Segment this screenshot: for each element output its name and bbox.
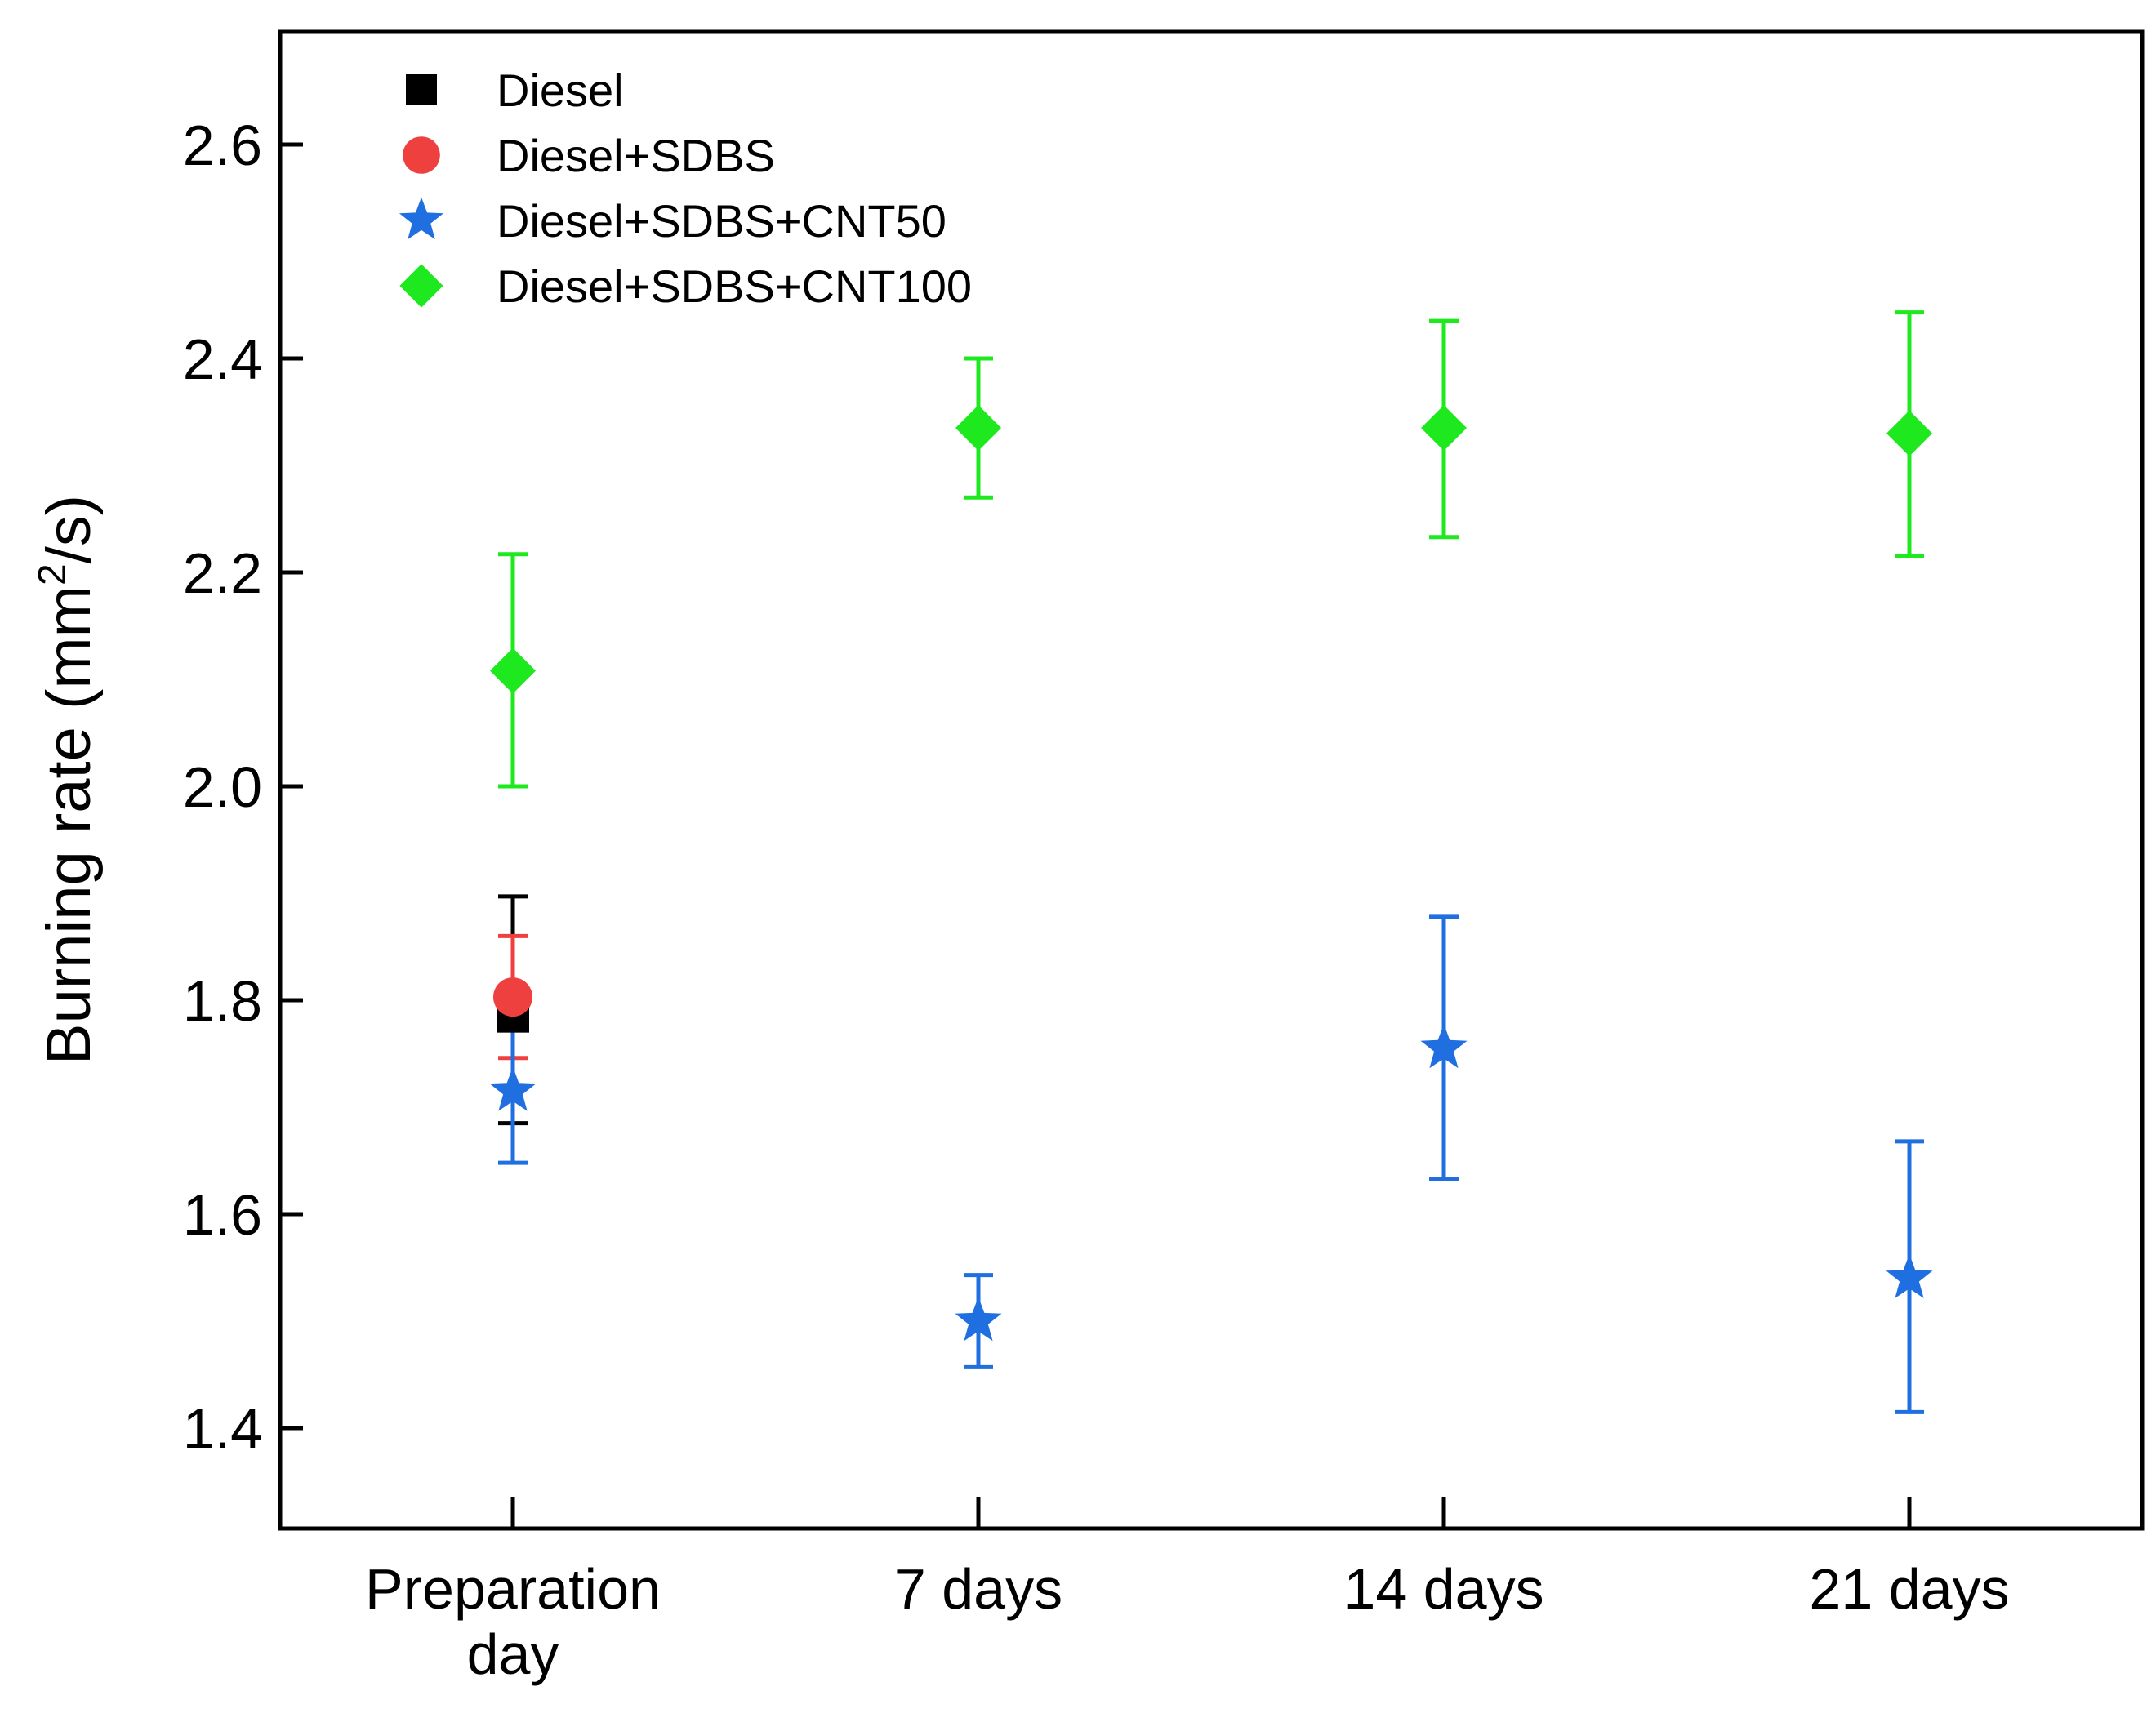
y-tick-label: 2.0 [183, 755, 262, 819]
data-point [1886, 410, 1932, 456]
y-tick-label: 2.6 [183, 113, 262, 177]
data-point [490, 647, 536, 694]
y-axis-title-tail: /s) [34, 495, 104, 563]
y-axis-title-superscript: 2 [31, 563, 74, 585]
data-point [493, 977, 532, 1017]
data-point [1421, 405, 1467, 452]
data-point [1420, 1024, 1468, 1069]
x-tick-label: Preparation day [365, 1557, 661, 1686]
legend-label: Diesel+SDBS+CNT50 [497, 195, 947, 247]
x-tick-label-line: day [467, 1622, 559, 1686]
x-tick-label-line: 21 days [1809, 1557, 2009, 1621]
legend-marker [403, 136, 440, 174]
legend-label: Diesel [497, 65, 624, 116]
x-tick-label: 7 days [894, 1557, 1062, 1621]
y-tick-label: 1.6 [183, 1183, 262, 1247]
data-point [955, 1297, 1002, 1342]
y-tick-label: 2.4 [183, 327, 262, 391]
y-tick-label: 1.4 [183, 1397, 262, 1461]
markers-diesel-sdbs-cnt50 [489, 1024, 1933, 1342]
plot-area [489, 310, 1933, 1414]
x-tick-label-line: Preparation [365, 1557, 661, 1621]
legend: Diesel Diesel+SDBS Diesel+SDBS+CNT50 Diesel… [399, 65, 972, 312]
legend-marker [399, 197, 444, 240]
legend-label: Diesel+SDBS+CNT100 [497, 260, 972, 312]
markers-diesel-sdbs [493, 977, 532, 1017]
legend-marker [406, 74, 437, 105]
y-tick-label: 2.2 [183, 541, 262, 605]
x-tick-label: 21 days [1809, 1557, 2009, 1621]
markers-diesel-sdbs-cnt100 [490, 405, 1932, 694]
plot-frame [278, 29, 2145, 1531]
y-axis-title: Burning rate (mm2/s) [31, 495, 104, 1065]
x-tick-label-line: 7 days [894, 1557, 1062, 1621]
y-tick-label: 1.8 [183, 969, 262, 1033]
data-point [489, 1066, 537, 1111]
x-tick-label: 14 days [1343, 1557, 1544, 1621]
data-point [956, 405, 1001, 452]
data-point [1886, 1253, 1933, 1298]
legend-label: Diesel+SDBS [497, 130, 775, 181]
y-axis-title-main: Burning rate (mm [34, 585, 104, 1065]
x-tick-label-line: 14 days [1343, 1557, 1544, 1621]
legend-marker [399, 264, 443, 308]
axes: 1.4 1.6 1.8 2.0 2.2 2.4 2.6 Preparation day 7 day… [183, 113, 2010, 1686]
